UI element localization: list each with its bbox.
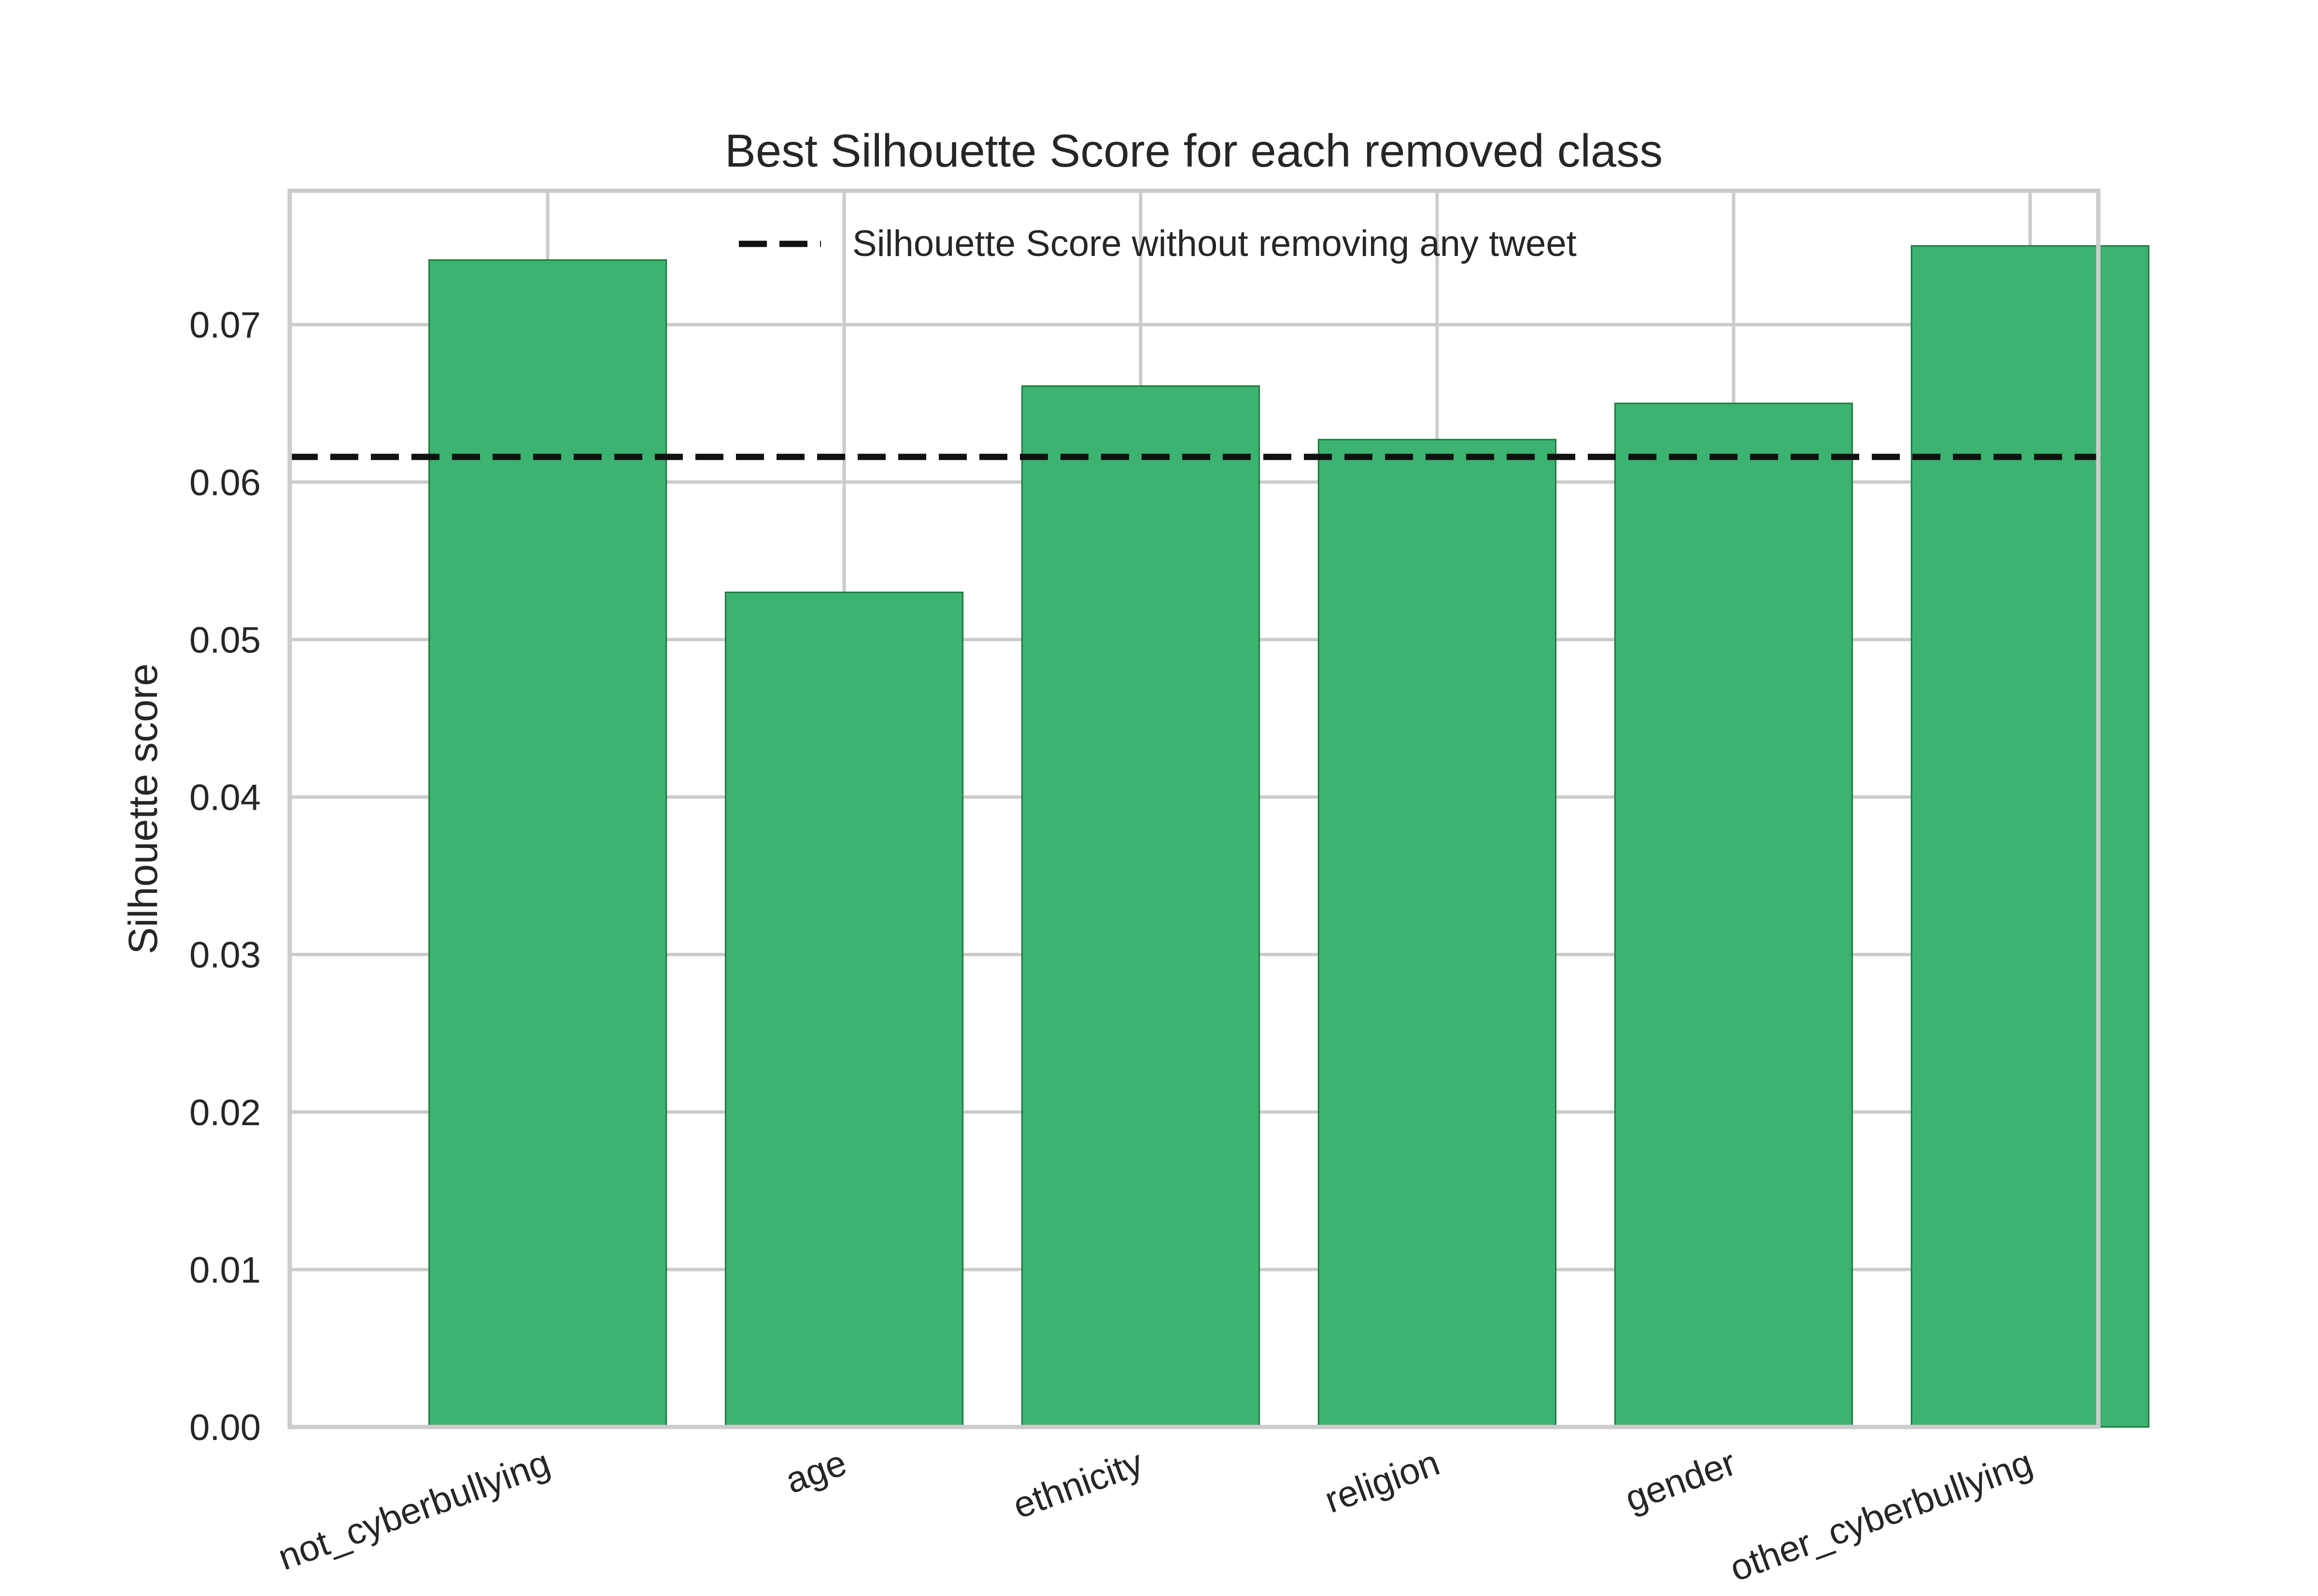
bar-layer	[428, 245, 2149, 1428]
y-axis-label: Silhouette score	[120, 664, 166, 954]
chart-title: Best Silhouette Score for each removed c…	[725, 125, 1663, 177]
x-tick-label: ethnicity	[1008, 1442, 1148, 1526]
bar-religion	[1317, 438, 1557, 1428]
y-tick-label: 0.01	[189, 1250, 261, 1291]
y-tick-label: 0.05	[189, 620, 261, 661]
y-tick-label: 0.00	[189, 1407, 261, 1448]
x-tick-label: age	[780, 1442, 852, 1501]
y-tick-label: 0.04	[189, 777, 261, 819]
legend: Silhouette Score without removing any tw…	[739, 223, 1577, 264]
y-tick-label: 0.02	[189, 1092, 261, 1133]
plot-frame	[287, 188, 2101, 1429]
bar-not_cyberbullying	[428, 259, 667, 1428]
bar-ethnicity	[1021, 385, 1260, 1428]
legend-label: Silhouette Score without removing any tw…	[852, 223, 1577, 264]
bar-gender	[1614, 402, 1853, 1428]
x-tick-label: not_cyberbullying	[273, 1442, 555, 1578]
y-tick-labels: 0.00 0.01 0.02 0.03 0.04 0.05 0.06 0.07	[189, 305, 261, 1448]
y-tick-label: 0.07	[189, 305, 261, 346]
x-tick-label: other_cyberbullying	[1724, 1442, 2037, 1589]
x-tick-label: religion	[1319, 1442, 1444, 1521]
bar-age	[724, 592, 964, 1428]
x-tick-label: gender	[1620, 1442, 1741, 1520]
x-tick-labels: not_cyberbullying age ethnicity religion gen…	[273, 1442, 2038, 1589]
y-tick-label: 0.06	[189, 462, 261, 503]
y-tick-label: 0.03	[189, 935, 261, 976]
bar-other_cyberbullying	[1910, 245, 2149, 1428]
